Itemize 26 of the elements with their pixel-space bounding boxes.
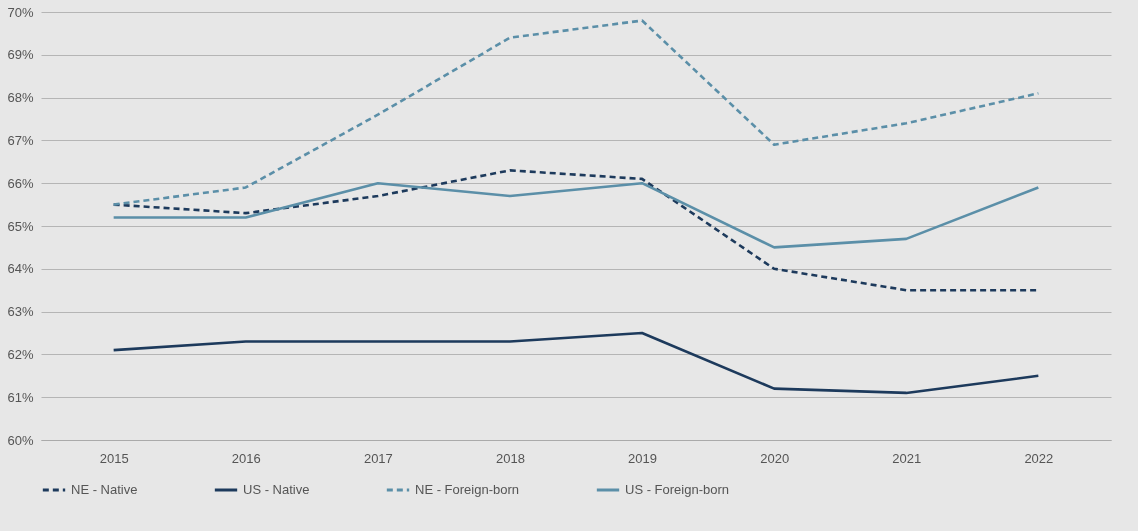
x-tick-label: 2017 [363, 450, 393, 466]
legend-label: NE - Native [71, 482, 138, 497]
x-tick-label: 2021 [892, 450, 922, 466]
y-tick-label: 69% [7, 47, 34, 63]
y-tick-label: 66% [7, 175, 34, 191]
legend-label: US - Native [243, 482, 310, 497]
x-tick-label: 2018 [495, 450, 525, 466]
legend-label: NE - Foreign-born [415, 482, 520, 497]
y-tick-label: 67% [7, 132, 34, 148]
x-tick-label: 2022 [1024, 450, 1054, 466]
y-tick-label: 61% [7, 389, 34, 405]
x-tick-label: 2015 [99, 450, 129, 466]
y-tick-label: 62% [7, 346, 34, 362]
y-tick-label: 68% [7, 90, 34, 106]
y-tick-label: 63% [7, 304, 34, 320]
legend-label: US - Foreign-born [625, 482, 730, 497]
x-tick-label: 2016 [231, 450, 261, 466]
line-series [112, 331, 1040, 395]
line-series [112, 19, 1040, 206]
y-tick-label: 70% [7, 4, 34, 20]
x-tick-label: 2020 [760, 450, 790, 466]
y-tick-label: 60% [7, 432, 34, 448]
line-series [112, 181, 1040, 249]
y-tick-label: 64% [7, 261, 34, 277]
x-tick-label: 2019 [628, 450, 658, 466]
y-tick-label: 65% [7, 218, 34, 234]
